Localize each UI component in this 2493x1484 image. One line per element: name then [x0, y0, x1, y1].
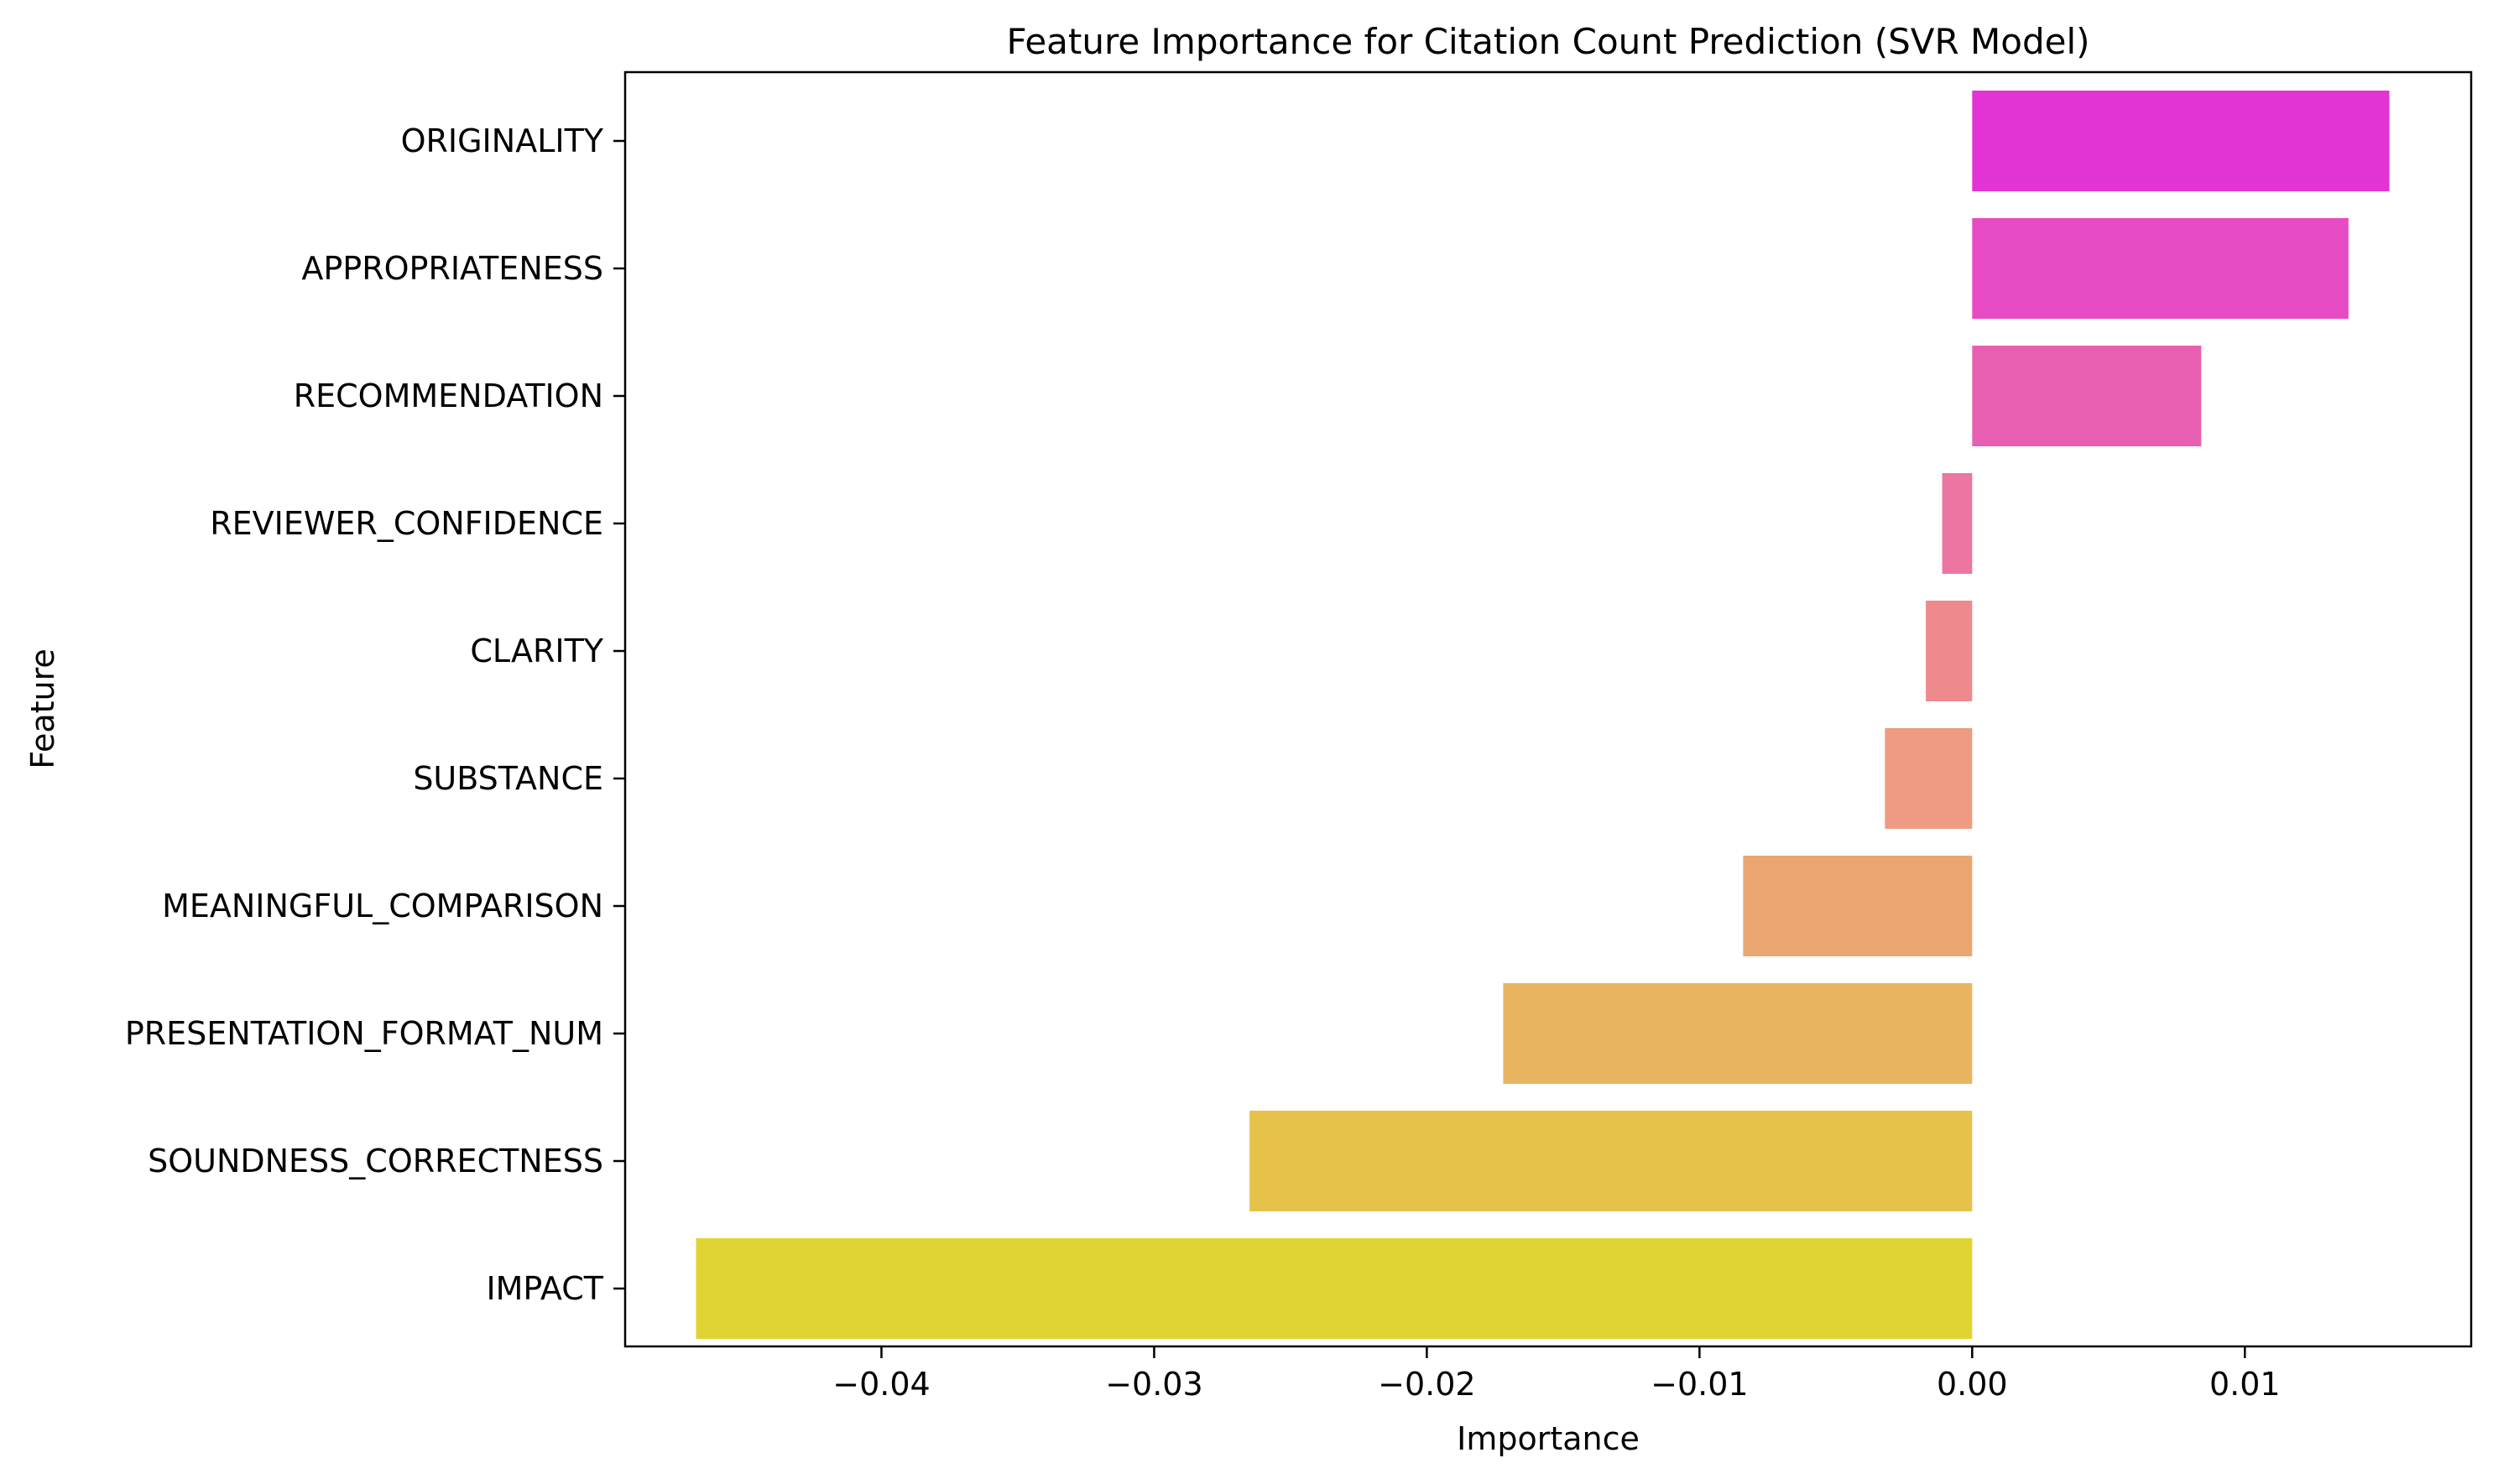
x-tick-label: 0.01: [2209, 1366, 2281, 1403]
x-tick-label: −0.03: [1105, 1366, 1202, 1403]
y-tick-label: MEANINGFUL_COMPARISON: [162, 888, 603, 924]
y-tick-label: IMPACT: [486, 1270, 603, 1307]
x-tick-label: −0.01: [1651, 1366, 1748, 1403]
y-tick-label: ORIGINALITY: [401, 122, 604, 159]
bar-originality: [1972, 91, 2390, 191]
x-tick-label: −0.04: [832, 1366, 930, 1403]
bar-reviewer-confidence: [1942, 473, 1973, 574]
y-tick-label: SOUNDNESS_CORRECTNESS: [148, 1143, 603, 1179]
bar-clarity: [1926, 601, 1973, 701]
bar-appropriateness: [1972, 218, 2349, 319]
y-tick-label: PRESENTATION_FORMAT_NUM: [125, 1015, 603, 1052]
y-tick-label: SUBSTANCE: [413, 760, 603, 797]
x-tick-label: −0.02: [1378, 1366, 1475, 1403]
bars-layer: [696, 91, 2390, 1339]
bar-recommendation: [1972, 346, 2202, 446]
chart-title: Feature Importance for Citation Count Pr…: [1006, 21, 2089, 62]
x-axis: −0.04 −0.03 −0.02 −0.01 0.00 0.01: [832, 1346, 2281, 1403]
y-tick-label: APPROPRIATENESS: [301, 250, 603, 287]
bar-impact: [696, 1238, 1973, 1339]
bar-presentation-format-num: [1503, 983, 1973, 1084]
y-axis: ORIGINALITY APPROPRIATENESS RECOMMENDATION…: [125, 122, 625, 1307]
bar-soundness-correctness: [1249, 1111, 1973, 1211]
x-axis-label: Importance: [1457, 1420, 1640, 1457]
bar-meaningful-comparison: [1743, 856, 1973, 956]
y-tick-label: CLARITY: [470, 633, 603, 669]
x-tick-label: 0.00: [1937, 1366, 2008, 1403]
y-tick-label: RECOMMENDATION: [294, 378, 603, 414]
y-tick-label: REVIEWER_CONFIDENCE: [210, 505, 603, 542]
y-axis-label: Feature: [24, 648, 61, 769]
bar-substance: [1885, 728, 1973, 829]
plot-frame: [623, 70, 2473, 1348]
